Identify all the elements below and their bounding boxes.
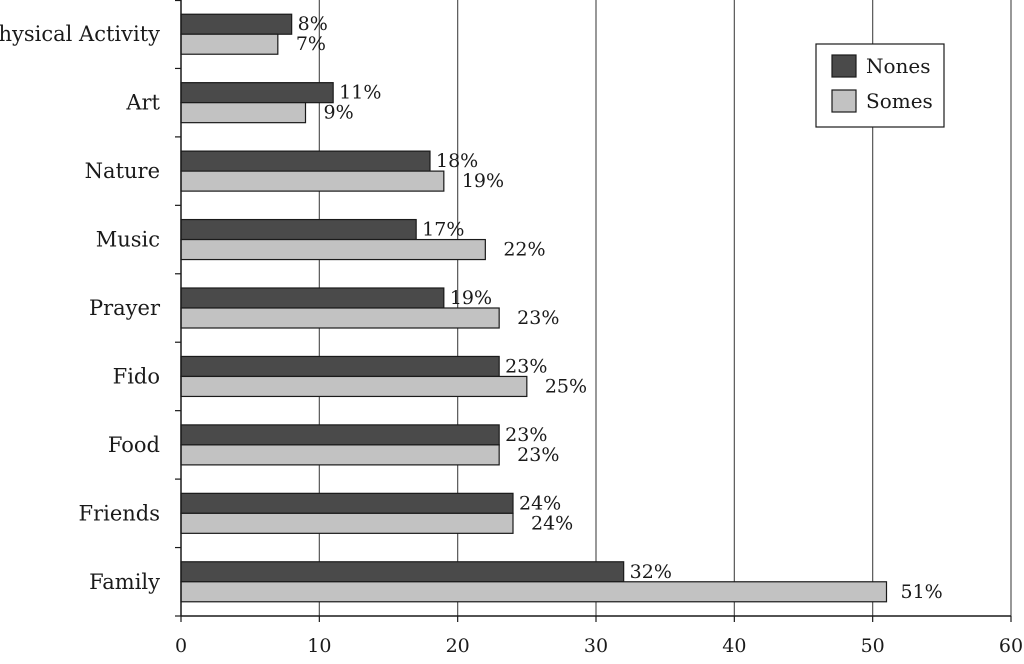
category-label: Art <box>125 91 160 115</box>
bar-nones <box>180 561 625 583</box>
bar-somes <box>180 170 445 192</box>
bar-somes <box>180 238 486 261</box>
legend-label: Somes <box>866 89 933 113</box>
data-label: 24% <box>519 492 561 514</box>
x-tick-label: 50 <box>861 635 885 657</box>
bar-nones <box>180 287 445 309</box>
data-label: 24% <box>531 512 573 534</box>
data-label: 18% <box>436 150 478 172</box>
data-label: 19% <box>462 170 504 192</box>
data-label: 23% <box>517 444 559 466</box>
category-label: Food <box>108 433 160 457</box>
bar-nones <box>180 82 334 104</box>
x-tick-label: 30 <box>584 635 608 657</box>
data-label: 23% <box>505 355 547 377</box>
data-label: 7% <box>296 33 326 55</box>
bar-somes <box>180 444 500 466</box>
legend: Nones Somes <box>815 43 945 128</box>
bar-somes <box>180 581 888 603</box>
bar-somes <box>180 102 307 124</box>
data-label: 8% <box>298 13 328 35</box>
data-label: 23% <box>517 307 559 329</box>
bar-nones <box>180 218 417 241</box>
bar-somes <box>180 33 279 55</box>
category-label: Music <box>96 228 160 252</box>
data-label: 17% <box>422 219 464 241</box>
legend-swatch-somes <box>831 89 857 113</box>
data-label: 51% <box>901 581 943 603</box>
data-label: 22% <box>503 239 545 261</box>
bar-somes <box>180 307 500 329</box>
category-label: Friends <box>79 501 161 525</box>
data-label: 9% <box>324 102 354 124</box>
bar-somes <box>180 375 528 398</box>
bar-nones <box>180 13 293 35</box>
labels: 8%7%Physical Activity11%9%Art18%19%Natur… <box>0 13 1023 657</box>
data-label: 19% <box>450 287 492 309</box>
legend-swatch-nones <box>831 54 857 78</box>
category-label: Fido <box>113 364 160 388</box>
axes <box>175 0 1012 622</box>
bar-somes <box>180 512 514 534</box>
x-tick-label: 20 <box>446 635 470 657</box>
category-label: Physical Activity <box>0 22 160 46</box>
legend-label: Nones <box>866 54 931 78</box>
category-label: Nature <box>85 159 160 183</box>
bar-nones <box>180 424 500 446</box>
x-tick-label: 10 <box>307 635 331 657</box>
data-label: 25% <box>545 375 587 397</box>
data-label: 23% <box>505 424 547 446</box>
bar-nones <box>180 150 431 172</box>
x-tick-label: 60 <box>999 635 1023 657</box>
category-label: Prayer <box>89 296 161 320</box>
data-label: 11% <box>339 82 381 104</box>
data-label: 32% <box>630 561 672 583</box>
category-label: Family <box>89 570 160 594</box>
bar-nones <box>180 355 500 378</box>
x-tick-label: 0 <box>175 635 187 657</box>
bar-nones <box>180 492 514 514</box>
x-tick-label: 40 <box>722 635 746 657</box>
